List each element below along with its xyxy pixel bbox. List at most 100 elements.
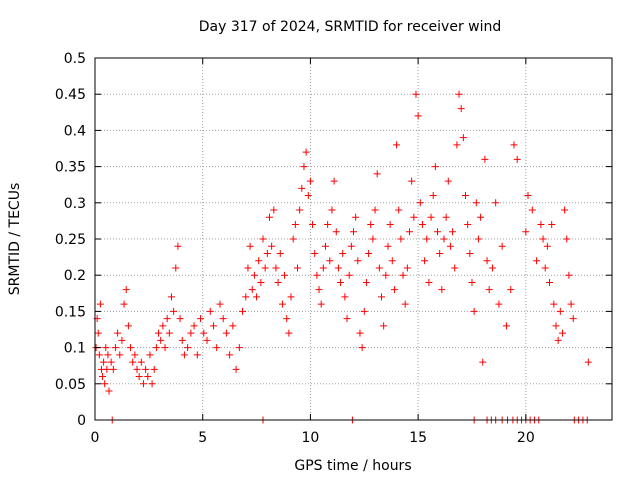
y-tick-label: 0.1: [64, 341, 86, 357]
data-point: [414, 112, 422, 120]
x-tick-label: 0: [91, 430, 100, 446]
data-point: [209, 322, 217, 330]
data-point: [584, 358, 592, 366]
data-point: [111, 344, 119, 352]
data-point: [129, 358, 137, 366]
data-point: [276, 249, 284, 257]
data-point: [167, 293, 175, 301]
data-point: [543, 242, 551, 250]
data-point: [246, 242, 254, 250]
data-point: [332, 228, 340, 236]
data-point: [244, 264, 252, 272]
data-point: [105, 387, 113, 395]
data-point: [321, 242, 329, 250]
data-point: [255, 257, 263, 265]
data-point: [180, 351, 188, 359]
data-point: [139, 380, 147, 388]
data-point: [176, 315, 184, 323]
data-point: [334, 264, 342, 272]
data-point: [474, 235, 482, 243]
data-point: [423, 235, 431, 243]
data-point: [172, 264, 180, 272]
data-point: [550, 300, 558, 308]
data-point: [554, 336, 562, 344]
data-point: [360, 307, 368, 315]
data-point: [309, 221, 317, 229]
data-point: [444, 177, 452, 185]
data-point: [552, 322, 560, 330]
data-point: [216, 300, 224, 308]
data-point: [466, 249, 474, 257]
data-point: [170, 307, 178, 315]
data-point: [408, 177, 416, 185]
data-point: [395, 206, 403, 214]
data-point: [219, 315, 227, 323]
data-point: [187, 329, 195, 337]
data-point: [358, 344, 366, 352]
data-point: [319, 264, 327, 272]
data-point: [257, 278, 265, 286]
data-point: [122, 286, 130, 294]
data-point: [326, 257, 334, 265]
data-point: [477, 213, 485, 221]
data-point: [94, 329, 102, 337]
data-point: [410, 213, 418, 221]
data-point: [468, 278, 476, 286]
data-point: [438, 286, 446, 294]
data-point: [393, 141, 401, 149]
data-point: [213, 344, 221, 352]
y-tick-label: 0.2: [64, 268, 86, 284]
data-point: [306, 177, 314, 185]
data-point: [558, 329, 566, 337]
data-point: [436, 249, 444, 257]
data-point: [107, 358, 115, 366]
data-point: [142, 365, 150, 373]
data-point: [100, 358, 108, 366]
data-point: [291, 221, 299, 229]
data-point: [470, 307, 478, 315]
data-point: [510, 141, 518, 149]
data-point: [369, 235, 377, 243]
y-tick-label: 0.25: [55, 232, 86, 248]
data-point: [451, 264, 459, 272]
data-point: [281, 271, 289, 279]
data-point: [427, 213, 435, 221]
data-point: [300, 163, 308, 171]
data-point: [561, 206, 569, 214]
data-point: [278, 300, 286, 308]
data-point: [406, 228, 414, 236]
data-point: [457, 105, 465, 113]
y-tick-label: 0: [77, 413, 86, 429]
data-point: [507, 286, 515, 294]
x-tick-label: 15: [409, 430, 427, 446]
data-point: [135, 373, 143, 381]
data-point: [190, 322, 198, 330]
data-point: [95, 351, 103, 359]
data-point: [283, 315, 291, 323]
data-point: [289, 235, 297, 243]
data-point: [104, 351, 112, 359]
data-point: [222, 329, 230, 337]
data-point: [315, 286, 323, 294]
data-point: [127, 344, 135, 352]
data-point: [197, 315, 205, 323]
data-point: [146, 351, 154, 359]
data-point: [481, 155, 489, 163]
data-point: [569, 315, 577, 323]
data-point: [311, 249, 319, 257]
data-point: [397, 235, 405, 243]
data-point: [313, 271, 321, 279]
y-tick-label: 0.4: [64, 123, 86, 139]
data-point: [453, 141, 461, 149]
data-point: [114, 329, 122, 337]
chart-title: Day 317 of 2024, SRMTID for receiver win…: [199, 19, 502, 35]
data-point: [337, 278, 345, 286]
data-point: [203, 336, 211, 344]
data-point: [330, 177, 338, 185]
data-point: [324, 221, 332, 229]
data-point: [343, 315, 351, 323]
data-point: [546, 278, 554, 286]
axes: 0 0.05 0.1 0.15 0.2 0.25 0.3 0.35 0.4 0.45 0.5 0 5 10…: [55, 51, 612, 446]
